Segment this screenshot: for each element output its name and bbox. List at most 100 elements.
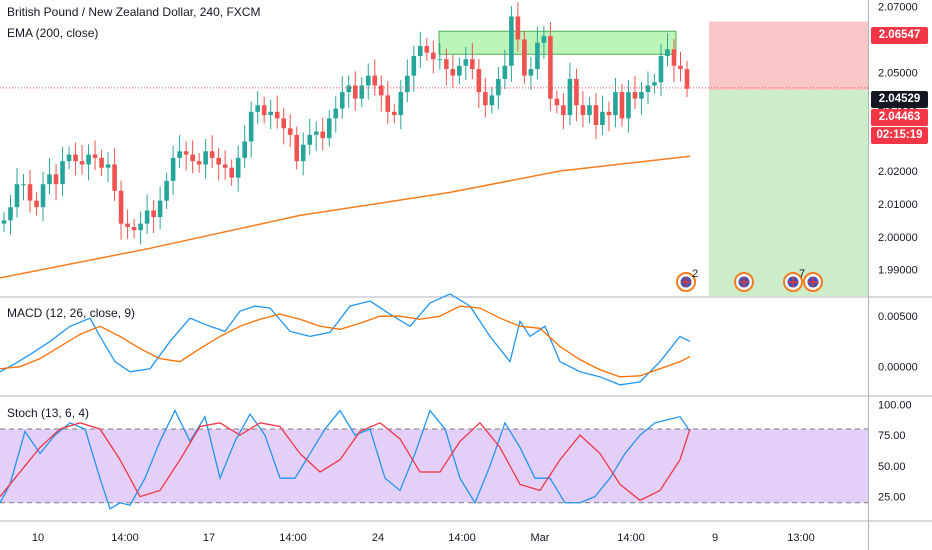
candle [600, 95, 605, 136]
candle [684, 60, 690, 98]
candle-body [385, 95, 391, 112]
stoch-legend[interactable]: Stoch (13, 6, 4) [7, 406, 90, 420]
candle [561, 93, 566, 130]
candle [274, 95, 280, 129]
candle [248, 101, 254, 158]
candle [502, 49, 508, 90]
symbol-title[interactable]: British Pound / New Zealand Dollar, 240,… [7, 5, 261, 19]
entry-level-tag: 2.04463 [871, 109, 928, 126]
candle [27, 170, 33, 213]
candle [281, 108, 287, 145]
stoch-d-line [0, 421, 691, 502]
candle [60, 147, 65, 197]
candle-body [561, 105, 566, 116]
macd-legend[interactable]: MACD (12, 26, close, 9) [7, 306, 136, 320]
candle [125, 209, 130, 240]
candle [8, 195, 13, 235]
candle [235, 145, 241, 192]
candle-body [112, 164, 117, 191]
candle [333, 96, 339, 133]
candle [216, 147, 221, 181]
candle [678, 51, 683, 82]
candle [261, 97, 267, 124]
candle [450, 54, 456, 88]
candle [593, 93, 599, 140]
candle-body [522, 39, 527, 76]
candle-body [229, 167, 234, 178]
time-tick-label: 24 [372, 532, 384, 544]
candle [66, 146, 72, 170]
event-flag-icon [734, 272, 754, 292]
candle-body [268, 111, 273, 116]
candle [372, 59, 378, 96]
price-tick-label: 2.02000 [878, 166, 918, 178]
candle [177, 135, 182, 169]
candle-body [554, 98, 560, 106]
candle-body [444, 59, 449, 70]
candle-body [535, 42, 540, 70]
candle-body [502, 65, 508, 79]
time-tick-label: 10 [32, 532, 44, 544]
candle-body [190, 154, 195, 162]
candle-body [92, 154, 98, 158]
candle-body [411, 55, 417, 76]
candle [613, 77, 618, 128]
candle-body [47, 174, 52, 185]
candle [352, 71, 358, 111]
candle [170, 145, 176, 196]
time-tick-label: Mar [531, 532, 550, 544]
candle [639, 81, 644, 115]
candle-body [60, 161, 65, 185]
candle [463, 47, 469, 80]
candle [385, 81, 391, 124]
candle [483, 77, 488, 118]
candle [567, 62, 573, 126]
candle [548, 22, 553, 111]
event-count-label: 7 [799, 268, 805, 280]
candle-body [66, 154, 72, 162]
candle-body [14, 184, 20, 208]
candle [541, 25, 547, 59]
candle [99, 149, 104, 176]
ema-legend[interactable]: EMA (200, close) [7, 26, 99, 40]
candle-body [463, 59, 469, 66]
candle-body [21, 184, 26, 186]
candle-body [574, 78, 579, 106]
candle-body [105, 164, 111, 168]
price-tick-label: 2.07000 [878, 2, 918, 14]
candle-body [671, 49, 677, 66]
candle-body [619, 92, 625, 119]
candle-body [359, 85, 365, 99]
candle [118, 180, 124, 240]
candle [554, 90, 560, 114]
candle-body [1, 220, 7, 224]
price-tick-label: 2.05000 [878, 67, 918, 79]
macd-tick-label: 0.00500 [878, 311, 918, 323]
ema-line [0, 155, 691, 279]
candle-body [418, 46, 423, 56]
candle [665, 33, 670, 67]
candle-body [222, 164, 228, 168]
stop-level-tag: 2.06547 [871, 27, 928, 44]
price-tick-label: 1.99000 [878, 265, 918, 277]
candle-body [313, 131, 319, 135]
candle-body [665, 49, 670, 56]
candle [346, 75, 352, 109]
price-tick-label: 2.01000 [878, 199, 918, 211]
candle-body [378, 85, 384, 96]
candle-body [138, 223, 143, 231]
candle-body [476, 69, 482, 93]
candle-body [203, 151, 208, 165]
candle-body [216, 157, 221, 165]
candle [424, 37, 430, 61]
candle-body [326, 118, 332, 139]
candle [626, 79, 631, 133]
candle [671, 39, 677, 82]
candle [528, 56, 534, 90]
candle [151, 200, 156, 234]
candle-body [79, 161, 85, 165]
event-flag-icon: 7 [783, 268, 805, 292]
current-price-tag: 2.04529 [871, 91, 928, 108]
candle [14, 168, 20, 218]
